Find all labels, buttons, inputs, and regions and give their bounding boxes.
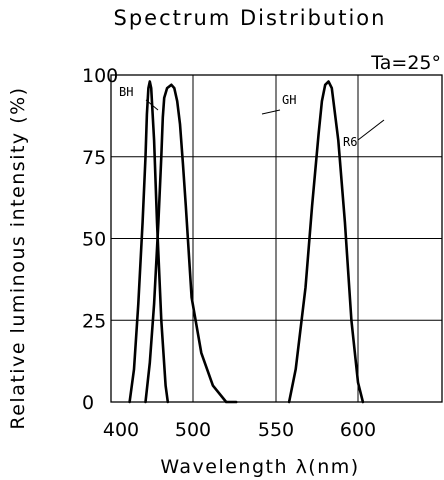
series-label-gh: GH [282, 93, 296, 107]
y-tick-75: 75 [82, 147, 106, 169]
y-axis-label: Relative luminous intensity (%) [7, 86, 29, 429]
series-line-gh [144, 83, 238, 404]
series-layer [128, 80, 365, 404]
tick-labels: 0 25 50 75 100 400 500 550 600 [82, 65, 376, 441]
x-tick-500: 500 [175, 419, 211, 441]
x-tick-600: 600 [340, 419, 376, 441]
y-tick-0: 0 [82, 392, 94, 414]
series-label-bh: BH [119, 85, 133, 99]
series-line-bh [128, 80, 170, 404]
x-tick-550: 550 [258, 419, 294, 441]
series-leader-bh [145, 99, 159, 111]
y-tick-25: 25 [82, 310, 106, 332]
series-labels: BH GH R6 [119, 85, 385, 149]
series-line-r6 [287, 80, 365, 404]
series-leader-gh [261, 109, 281, 115]
y-tick-50: 50 [82, 229, 106, 251]
x-axis-label: Wavelength λ(nm) [160, 456, 359, 478]
series-leader-r6 [357, 119, 385, 141]
x-tick-400: 400 [103, 419, 139, 441]
series-label-r6: R6 [343, 135, 357, 149]
temperature-annotation: Ta=25° [370, 52, 441, 74]
y-tick-100: 100 [82, 65, 118, 87]
chart-title: Spectrum Distribution [114, 6, 387, 30]
grid [111, 75, 442, 402]
